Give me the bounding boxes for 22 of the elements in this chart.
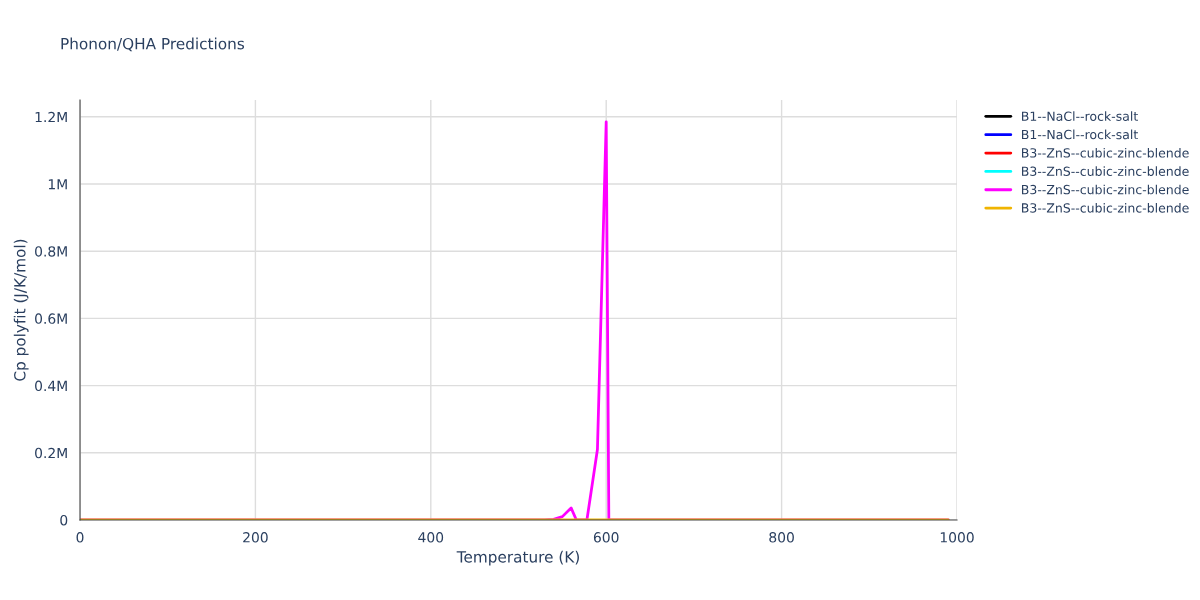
legend-label: B3--ZnS--cubic-zinc-blende (1022, 166, 1189, 176)
x-tick-label: 200 (243, 532, 268, 543)
legend-label: B1--NaCl--rock-salt (1022, 129, 1138, 140)
y-tick-label: 0 (60, 514, 68, 526)
y-tick-label: 1.2M (35, 111, 67, 123)
y-tick-label: 0.2M (35, 447, 67, 459)
legend-label: B1--NaCl--rock-salt (1022, 111, 1138, 121)
x-tick-label: 400 (418, 532, 444, 543)
x-axis-title: Temperature (K) (456, 550, 579, 566)
x-tick-label: 0 (76, 532, 84, 543)
chart-title: Phonon/QHA Predictions (61, 37, 245, 52)
x-tick-label: 600 (593, 532, 619, 543)
y-tick-label: 0.4M (35, 380, 67, 392)
legend-label: B3--ZnS--cubic-zinc-blende (1022, 202, 1189, 213)
x-tick-label: 1000 (940, 532, 974, 543)
y-tick-label: 1M (48, 179, 67, 190)
y-tick-label: 0.6M (35, 313, 67, 324)
legend-label: B3--ZnS--cubic-zinc-blende (1022, 147, 1189, 158)
y-axis-title: Cp polyfit (J/K/mol) (13, 239, 29, 381)
y-tick-label: 0.8M (35, 246, 67, 257)
x-tick-label: 800 (769, 532, 794, 543)
legend-label: B3--ZnS--cubic-zinc-blende (1022, 184, 1189, 195)
